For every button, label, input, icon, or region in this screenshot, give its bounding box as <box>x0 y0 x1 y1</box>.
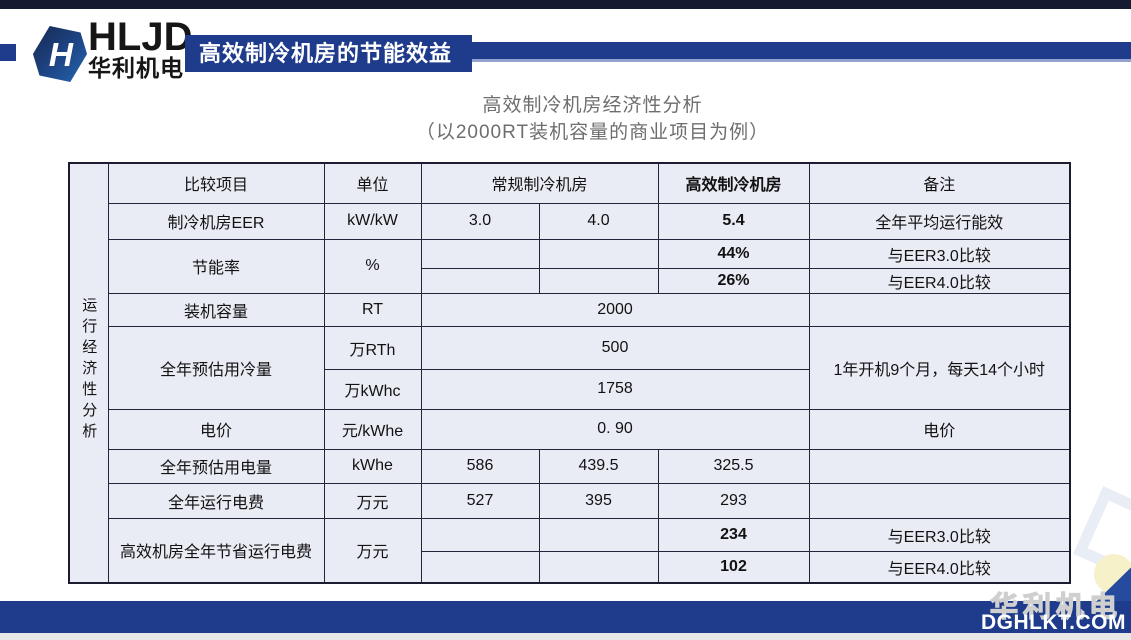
table-row: 全年预估用电量 kWhe 586 439.5 325.5 <box>69 448 1071 484</box>
power-conv1-cell: 586 <box>420 448 540 484</box>
economic-analysis-table: 运行经济性分析 比较项目 单位 常规制冷机房 高效制冷机房 备注 制冷机房EER… <box>68 162 1071 584</box>
power-remark-empty-cell <box>808 448 1071 484</box>
cooling-label-cell: 全年预估用冷量 <box>107 325 325 410</box>
saving-rate-conv2-empty-cell <box>538 267 659 294</box>
saving-rate-remark-a-cell: 与EER3.0比较 <box>808 238 1071 269</box>
header-rule-light <box>472 59 1131 62</box>
saving-rate-he-b-cell: 26% <box>657 267 810 294</box>
top-dark-bar <box>0 0 1131 9</box>
saving-conv2-empty-cell <box>538 550 659 584</box>
eer-label-cell: 制冷机房EER <box>107 202 325 240</box>
table-row: 万kWhc 1758 <box>69 368 1070 410</box>
capacity-unit-cell: RT <box>323 292 422 327</box>
bottom-gray-strip <box>0 633 1131 640</box>
table-title-line1: 高效制冷机房经济性分析 <box>482 95 703 116</box>
header-unit-cell: 单位 <box>323 162 422 204</box>
price-remark-cell: 电价 <box>808 408 1071 450</box>
saving-he-b-cell: 102 <box>657 550 810 584</box>
footer-website: DGHLKT.COM <box>981 611 1126 634</box>
eer-unit-cell: kW/kW <box>323 202 422 240</box>
saving-rate-conv1-empty-cell <box>420 238 540 269</box>
saving-conv1-empty-cell <box>420 517 540 552</box>
saving-rate-remark-b-cell: 与EER4.0比较 <box>808 267 1071 294</box>
left-rule-stub <box>0 44 16 61</box>
cooling-unit-a-cell: 万RTh <box>323 325 422 370</box>
table-row: 102 与EER4.0比较 <box>69 550 1071 584</box>
power-he-cell: 325.5 <box>657 448 810 484</box>
cooling-value-a-cell: 500 <box>420 325 810 370</box>
saving-rate-conv2-empty-cell <box>538 238 659 269</box>
saving-rate-conv1-empty-cell <box>420 267 540 294</box>
table-title-line2: （以2000RT装机容量的商业项目为例） <box>415 122 770 143</box>
cooling-remark-cell: 1年开机9个月，每天14个小时 <box>808 325 1071 410</box>
cooling-unit-b-cell: 万kWhc <box>323 368 422 410</box>
saving-label-cell: 高效机房全年节省运行电费 <box>107 517 325 584</box>
header-item-cell: 比较项目 <box>107 162 325 204</box>
cooling-value-b-cell: 1758 <box>420 368 810 410</box>
eer-remark-cell: 全年平均运行能效 <box>808 202 1071 240</box>
side-category-label: 运行经济性分析 <box>80 297 98 444</box>
saving-remark-b-cell: 与EER4.0比较 <box>808 550 1071 584</box>
cost-conv2-cell: 395 <box>538 482 659 519</box>
header-high-efficiency-cell: 高效制冷机房 <box>657 162 810 204</box>
eer-conv1-cell: 3.0 <box>420 202 540 240</box>
price-value-cell: 0. 90 <box>420 408 810 450</box>
power-conv2-cell: 439.5 <box>538 448 659 484</box>
table-row: 运行经济性分析 比较项目 单位 常规制冷机房 高效制冷机房 备注 <box>68 162 1071 584</box>
logo-company-name: 华利机电 <box>88 55 184 81</box>
footer-brand-name: 华利机电 <box>989 590 1122 622</box>
power-unit-cell: kWhe <box>323 448 422 484</box>
saving-unit-cell: 万元 <box>323 517 422 584</box>
header-remark-cell: 备注 <box>808 162 1071 204</box>
table-row: 制冷机房EER kW/kW 3.0 4.0 5.4 全年平均运行能效 <box>69 202 1071 240</box>
svg-text:H: H <box>49 37 74 74</box>
saving-rate-he-a-cell: 44% <box>657 238 810 269</box>
saving-conv1-empty-cell <box>420 550 540 584</box>
table-row: 节能率 % 44% 与EER3.0比较 <box>69 238 1071 294</box>
saving-rate-unit-cell: % <box>323 238 422 294</box>
eer-conv2-cell: 4.0 <box>538 202 659 240</box>
saving-he-a-cell: 234 <box>657 517 810 552</box>
company-hexagon-logo-icon: H <box>32 26 88 82</box>
header-rule <box>472 42 1131 59</box>
saving-remark-a-cell: 与EER3.0比较 <box>808 517 1071 552</box>
capacity-value-cell: 2000 <box>420 292 810 327</box>
table-row: 电价 元/kWhe 0. 90 电价 <box>69 408 1071 450</box>
table-title: 高效制冷机房经济性分析 （以2000RT装机容量的商业项目为例） <box>27 93 1131 146</box>
price-label-cell: 电价 <box>107 408 325 450</box>
bottom-navy-bar <box>0 601 1131 633</box>
capacity-remark-empty-cell <box>808 292 1071 327</box>
table-row: 装机容量 RT 2000 <box>69 292 1071 327</box>
price-unit-cell: 元/kWhe <box>323 408 422 450</box>
cost-unit-cell: 万元 <box>323 482 422 519</box>
eer-he-cell: 5.4 <box>657 202 810 240</box>
table-row: 全年预估用冷量 万RTh 500 1年开机9个月，每天14个小时 <box>69 325 1071 410</box>
saving-conv2-empty-cell <box>538 517 659 552</box>
logo-acronym: HLJD <box>88 15 193 59</box>
saving-rate-label-cell: 节能率 <box>107 238 325 294</box>
side-category-cell: 运行经济性分析 <box>68 162 109 584</box>
table-row: 高效机房全年节省运行电费 万元 234 与EER3.0比较 <box>69 517 1071 584</box>
cost-label-cell: 全年运行电费 <box>107 482 325 519</box>
cost-he-cell: 293 <box>657 482 810 519</box>
cost-remark-empty-cell <box>808 482 1071 519</box>
table-row: 全年运行电费 万元 527 395 293 <box>69 482 1071 519</box>
cost-conv1-cell: 527 <box>420 482 540 519</box>
power-label-cell: 全年预估用电量 <box>107 448 325 484</box>
slide-banner-title: 高效制冷机房的节能效益 <box>185 35 472 72</box>
capacity-label-cell: 装机容量 <box>107 292 325 327</box>
header-conventional-cell: 常规制冷机房 <box>420 162 659 204</box>
